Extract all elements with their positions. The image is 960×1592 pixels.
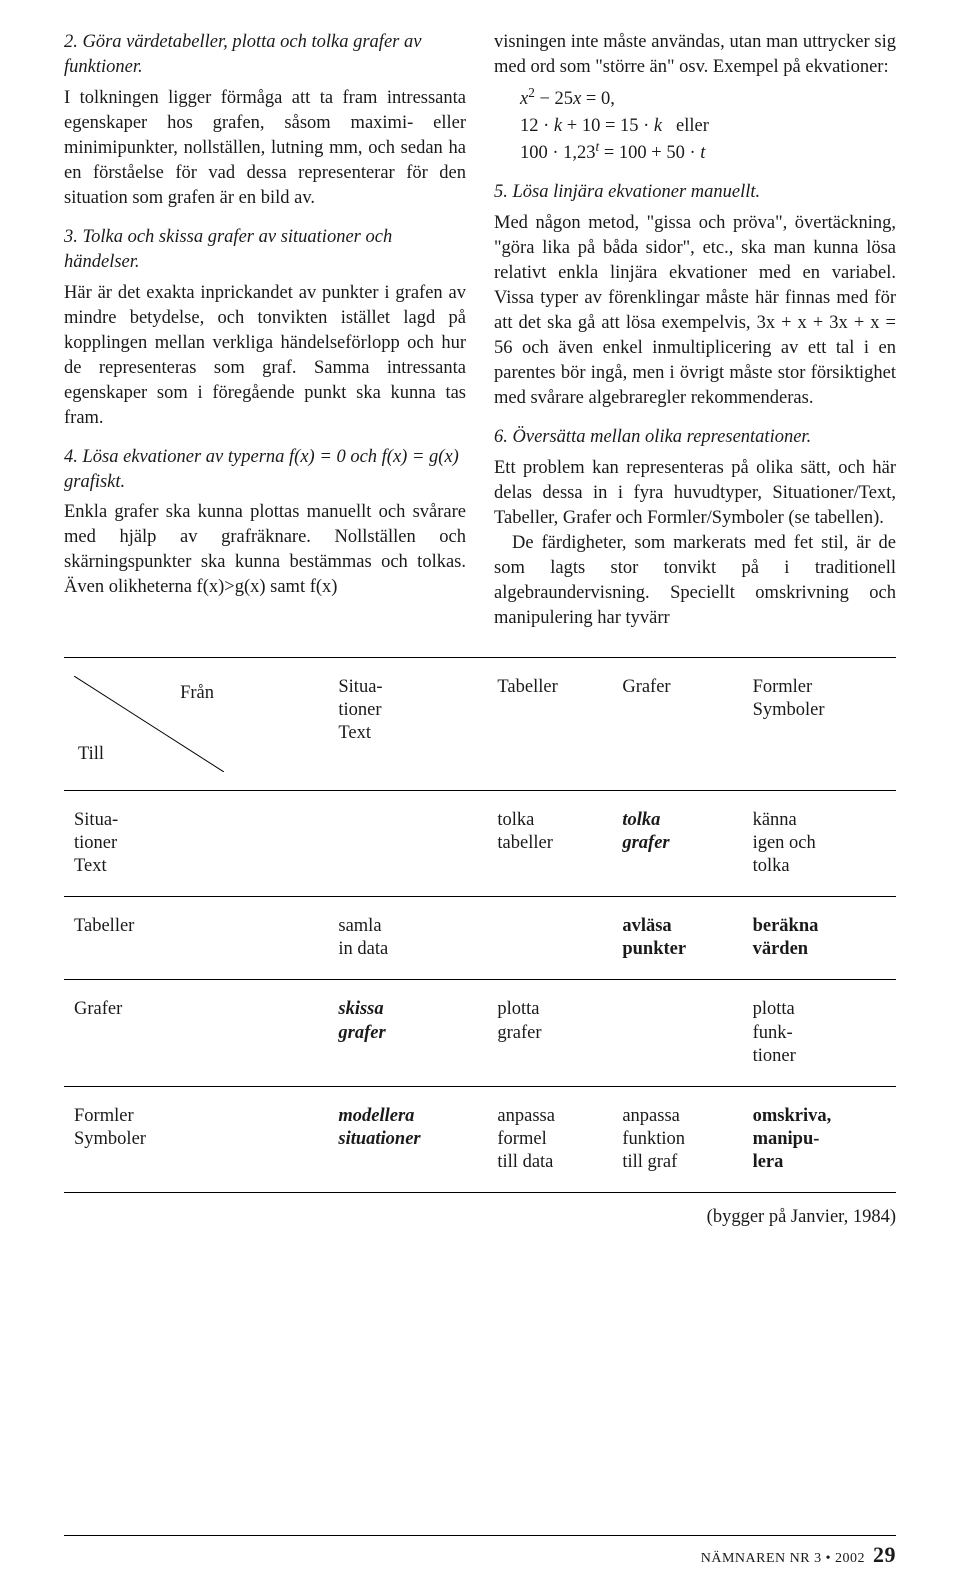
para-4: Enkla grafer ska kunna plottas manuellt … xyxy=(64,500,466,600)
cell: samlain data xyxy=(328,897,487,980)
col-header-1: Tabeller xyxy=(487,657,612,790)
eq1: x2 − 25x = 0, xyxy=(520,86,896,113)
text-columns: 2. Göra värdetabeller, plotta och tolka … xyxy=(64,30,896,631)
cell: kännaigen ochtolka xyxy=(743,790,896,896)
cell xyxy=(487,897,612,980)
table-header-row: Från Till Situa-tionerText Tabeller Graf… xyxy=(64,657,896,790)
right-column: visningen inte måste användas, utan man … xyxy=(494,30,896,631)
cell: anpassafunktiontill graf xyxy=(612,1086,742,1192)
row-label-0: Situa-tionerText xyxy=(64,790,328,896)
col-header-3: FormlerSymboler xyxy=(743,657,896,790)
para-3: Här är det exakta inprickandet av punkte… xyxy=(64,281,466,431)
table-citation: (bygger på Janvier, 1984) xyxy=(64,1207,896,1228)
row-label-1: Tabeller xyxy=(64,897,328,980)
cell: anpassaformeltill data xyxy=(487,1086,612,1192)
cell xyxy=(328,790,487,896)
row-label-3: FormlerSymboler xyxy=(64,1086,328,1192)
para-top-right: visningen inte måste användas, utan man … xyxy=(494,30,896,80)
row-label-2: Grafer xyxy=(64,980,328,1086)
heading-4: 4. Lösa ekvationer av typerna f(x) = 0 o… xyxy=(64,445,466,495)
cell: tolkatabeller xyxy=(487,790,612,896)
footer-text: NÄMNAREN NR 3 • 2002 xyxy=(701,1551,865,1566)
cell xyxy=(612,980,742,1086)
left-column: 2. Göra värdetabeller, plotta och tolka … xyxy=(64,30,466,631)
table-row: Situa-tionerText tolkatabeller tolkagraf… xyxy=(64,790,896,896)
equation-block: x2 − 25x = 0, 12 · k + 10 = 15 · k eller… xyxy=(520,86,896,166)
para-5: Med någon metod, "gissa och pröva", över… xyxy=(494,211,896,411)
col-header-2: Grafer xyxy=(612,657,742,790)
diag-header: Från Till xyxy=(64,657,328,790)
cell: skissagrafer xyxy=(328,980,487,1086)
header-from: Från xyxy=(180,682,214,705)
cell: beräknavärden xyxy=(743,897,896,980)
col-header-0: Situa-tionerText xyxy=(328,657,487,790)
heading-3: 3. Tolka och skissa grafer av situatione… xyxy=(64,225,466,275)
heading-5: 5. Lösa linjära ekvationer manuellt. xyxy=(494,180,896,205)
header-till: Till xyxy=(78,743,104,766)
cell: plottafunk-tioner xyxy=(743,980,896,1086)
cell: tolkagrafer xyxy=(612,790,742,896)
heading-6: 6. Översätta mellan olika representation… xyxy=(494,425,896,450)
para-6a: Ett problem kan representeras på olika s… xyxy=(494,456,896,531)
cell: omskriva,manipu-lera xyxy=(743,1086,896,1192)
table: Från Till Situa-tionerText Tabeller Graf… xyxy=(64,657,896,1193)
cell: avläsapunkter xyxy=(612,897,742,980)
page-footer: NÄMNAREN NR 3 • 2002 29 xyxy=(64,1535,896,1568)
heading-2: 2. Göra värdetabeller, plotta och tolka … xyxy=(64,30,466,80)
representation-table: Från Till Situa-tionerText Tabeller Graf… xyxy=(64,657,896,1228)
cell: plottagrafer xyxy=(487,980,612,1086)
table-row: Tabeller samlain data avläsapunkter berä… xyxy=(64,897,896,980)
table-row: Grafer skissagrafer plottagrafer plottaf… xyxy=(64,980,896,1086)
eq3: 100 · 1,23t = 100 + 50 · t xyxy=(520,140,896,167)
cell: modellerasituationer xyxy=(328,1086,487,1192)
para-2: I tolkningen ligger förmåga att ta fram … xyxy=(64,86,466,211)
eq2: 12 · k + 10 = 15 · k eller xyxy=(520,113,896,140)
page-number: 29 xyxy=(873,1542,896,1567)
table-row: FormlerSymboler modellerasituationer anp… xyxy=(64,1086,896,1192)
para-6b: De färdigheter, som markerats med fet st… xyxy=(494,531,896,631)
